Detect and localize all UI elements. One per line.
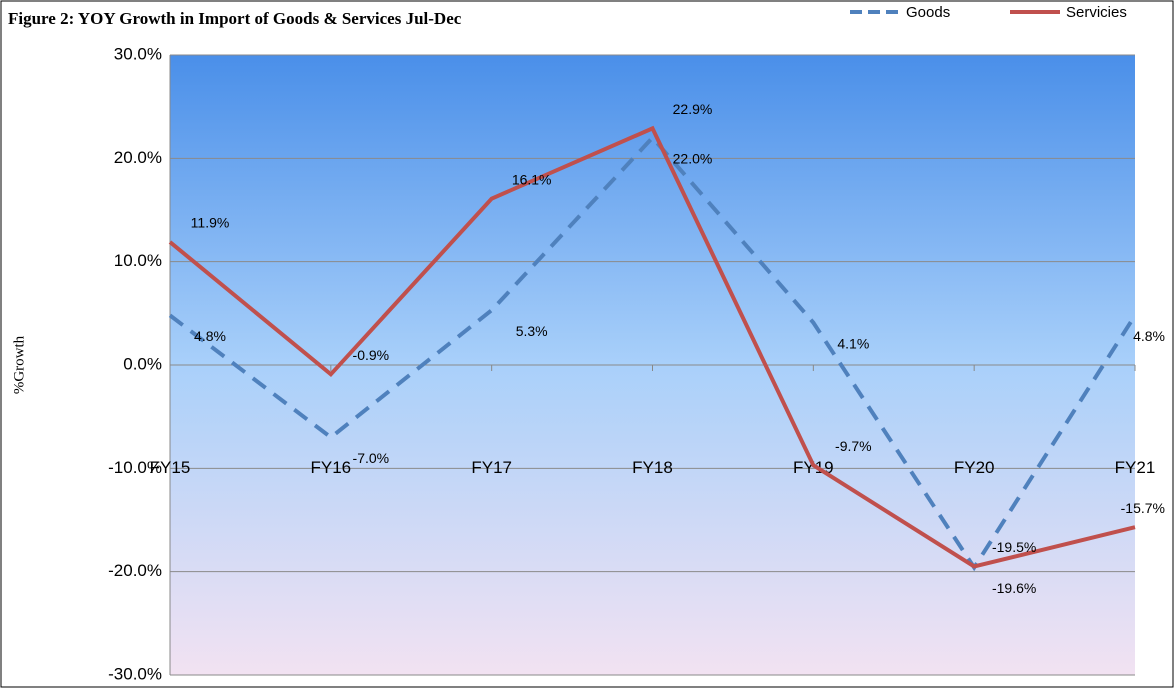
x-tick-label: FY15 [150, 458, 191, 477]
chart-title: Figure 2: YOY Growth in Import of Goods … [8, 9, 462, 28]
y-tick-label: 10.0% [114, 251, 162, 270]
data-label: 4.8% [1133, 328, 1165, 344]
data-label: 16.1% [512, 171, 552, 187]
legend-label: Servicies [1066, 4, 1127, 21]
x-tick-label: FY21 [1115, 458, 1156, 477]
legend-label: Goods [906, 4, 950, 21]
y-tick-label: -20.0% [108, 561, 162, 580]
y-axis-title: %Growth [11, 335, 27, 394]
data-label: 22.0% [673, 150, 713, 166]
data-label: -9.7% [835, 438, 872, 454]
series-line [168, 125, 1136, 569]
x-tick-label: FY20 [954, 458, 995, 477]
data-label: -7.0% [353, 450, 390, 466]
data-label: 11.9% [191, 215, 230, 231]
data-label: 5.3% [516, 323, 548, 339]
y-tick-label: -10.0% [108, 458, 162, 477]
data-label: 4.1% [837, 335, 869, 351]
y-tick-label: -30.0% [108, 664, 162, 683]
y-tick-label: 30.0% [114, 44, 162, 63]
data-label: 4.8% [194, 328, 226, 344]
data-label: 22.9% [673, 101, 713, 117]
data-label: -0.9% [353, 347, 390, 363]
x-tick-label: FY18 [632, 458, 673, 477]
data-label: -19.6% [992, 580, 1036, 596]
data-label: -15.7% [1121, 500, 1165, 516]
x-tick-label: FY17 [471, 458, 512, 477]
y-tick-label: 0.0% [123, 354, 162, 373]
data-label: -19.5% [992, 539, 1036, 555]
x-tick-label: FY16 [311, 458, 352, 477]
y-tick-label: 20.0% [114, 148, 162, 167]
